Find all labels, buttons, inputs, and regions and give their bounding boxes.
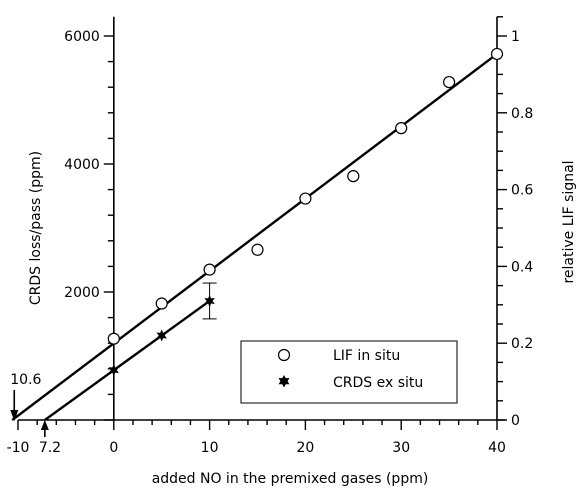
y-left-tick-label: 2000 (64, 285, 100, 301)
data-point-lif-in-situ (395, 122, 408, 135)
y-left-tick-label: 4000 (64, 157, 100, 173)
x-tick-label: 0 (109, 440, 118, 456)
legend-marker-lif-in-situ (277, 348, 291, 362)
data-point-lif-in-situ (203, 263, 216, 276)
data-point-lif-in-situ (347, 170, 360, 183)
data-point-lif-in-situ (155, 297, 168, 310)
x-tick-label: 20 (296, 440, 314, 456)
legend-label-lif-in-situ: LIF in situ (333, 348, 400, 364)
data-point-crds-ex-situ (204, 294, 215, 307)
data-point-lif-in-situ (251, 243, 264, 256)
y-right-tick-label: 0 (511, 413, 520, 429)
legend-marker-crds-ex-situ (278, 375, 290, 388)
fit-lines (11, 52, 498, 421)
data-point-crds-ex-situ (108, 364, 119, 377)
tick-marks: -10 0 10 20 30 40 2000 4000 6000 0 0.2 0.4 0.6 0.8 1 (7, 16, 533, 456)
legend-box (240, 340, 458, 404)
y-right-tick-label: 0.8 (511, 106, 533, 122)
axes (18, 16, 505, 421)
data-point-lif-in-situ (443, 75, 456, 89)
x-tick-label: 30 (392, 440, 410, 456)
y-axis-right-title: relative LIF signal (561, 160, 576, 283)
fit-line-series-2 (44, 299, 211, 421)
data-point-lif-in-situ (107, 332, 120, 345)
y-left-tick-label: 6000 (64, 29, 100, 45)
data-point-crds-ex-situ (156, 329, 167, 342)
y-right-tick-label: 0.4 (511, 259, 533, 275)
legend-label-crds-ex-situ: CRDS ex situ (333, 375, 423, 391)
data-point-lif-in-situ (490, 47, 504, 61)
annotation-label-x-intercept-crds: 7.2 (39, 440, 61, 456)
annotations: 10.6 7.2 (10, 372, 61, 456)
annotation-arrow-head-crds (40, 420, 49, 430)
data-point-lif-in-situ (299, 192, 312, 205)
y-right-tick-label: 1 (511, 29, 520, 45)
data-points (107, 47, 504, 377)
annotation-arrow-head-lif (10, 410, 19, 421)
y-right-tick-label: 0.6 (511, 183, 533, 199)
x-tick-label: 10 (201, 440, 219, 456)
x-axis-title: added NO in the premixed gases (ppm) (152, 471, 429, 487)
annotation-label-x-intercept-lif: 10.6 (10, 372, 41, 388)
legend: LIF in situ CRDS ex situ (240, 340, 458, 404)
fit-line-series-1 (11, 52, 498, 421)
x-tick-label: 40 (488, 440, 506, 456)
y-right-tick-label: 0.2 (511, 336, 533, 352)
x-tick-label: -10 (7, 440, 30, 456)
y-axis-left-title: CRDS loss/pass (ppm) (28, 151, 44, 305)
